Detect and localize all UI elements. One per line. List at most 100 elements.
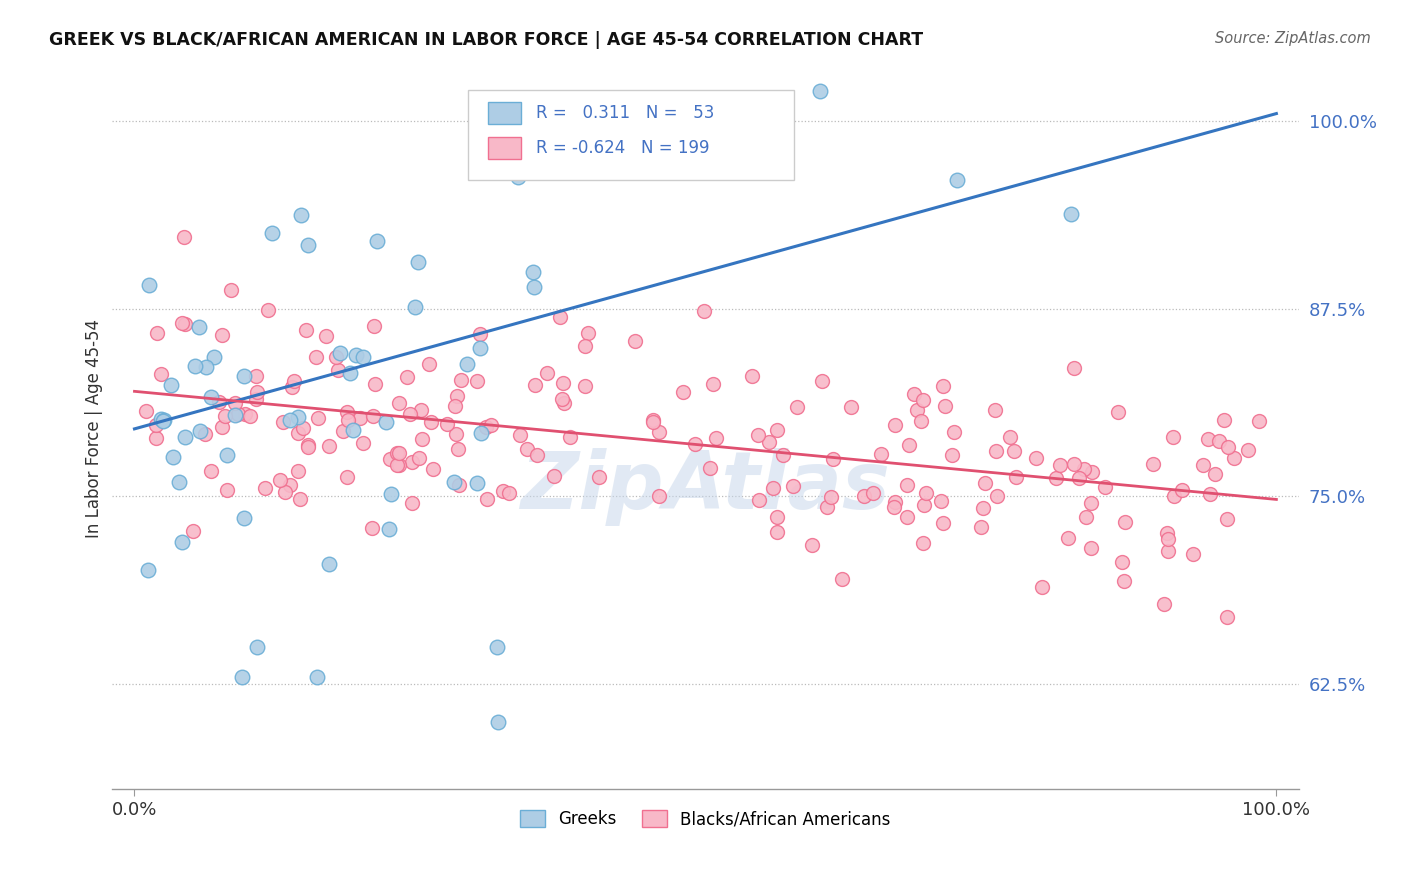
Point [401, 455, 423, 469]
Point [401, 495, 423, 509]
Y-axis label: In Labor Force | Age 45-54: In Labor Force | Age 45-54 [86, 319, 103, 539]
Point [702, 376, 724, 391]
Point [315, 328, 337, 343]
Point [444, 427, 467, 442]
Point [146, 326, 169, 340]
Point [1204, 467, 1226, 481]
Point [344, 348, 367, 362]
Point [910, 414, 932, 428]
Point [808, 84, 831, 98]
Point [202, 350, 225, 364]
Point [941, 448, 963, 462]
Point [352, 436, 374, 450]
Point [772, 448, 794, 462]
Point [526, 448, 548, 462]
Point [404, 300, 426, 314]
Point [1197, 432, 1219, 446]
Point [1247, 413, 1270, 427]
Point [208, 394, 231, 409]
Point [470, 425, 492, 440]
Point [1161, 430, 1184, 444]
Point [1025, 451, 1047, 466]
Point [883, 418, 905, 433]
Point [934, 399, 956, 413]
Point [342, 423, 364, 437]
Point [297, 438, 319, 452]
Point [465, 476, 488, 491]
Point [929, 494, 952, 508]
Point [287, 410, 309, 425]
Point [194, 427, 217, 442]
Point [553, 396, 575, 410]
Point [233, 368, 256, 383]
Point [173, 429, 195, 443]
Point [1237, 443, 1260, 458]
Point [269, 473, 291, 487]
Point [883, 500, 905, 515]
Point [399, 407, 422, 421]
Point [290, 492, 312, 507]
Point [1063, 361, 1085, 376]
Point [336, 405, 359, 419]
Point [1063, 457, 1085, 471]
Point [162, 450, 184, 464]
Point [766, 424, 789, 438]
Point [693, 304, 716, 318]
Point [336, 413, 359, 427]
Point [396, 370, 419, 384]
Point [912, 498, 935, 512]
Point [862, 486, 884, 500]
Point [352, 351, 374, 365]
Point [246, 640, 269, 654]
Point [388, 458, 411, 472]
Point [326, 363, 349, 377]
Point [672, 384, 695, 399]
Point [931, 379, 953, 393]
Point [1216, 610, 1239, 624]
Point [811, 374, 834, 388]
Point [465, 374, 488, 388]
FancyBboxPatch shape [468, 90, 794, 180]
Point [576, 326, 599, 341]
Point [1094, 481, 1116, 495]
Point [138, 278, 160, 293]
Point [290, 208, 312, 222]
Point [1114, 516, 1136, 530]
Point [153, 413, 176, 427]
Point [1157, 532, 1180, 546]
Point [470, 341, 492, 355]
Point [741, 369, 763, 384]
Point [498, 485, 520, 500]
Text: Source: ZipAtlas.com: Source: ZipAtlas.com [1215, 31, 1371, 46]
Point [181, 524, 204, 539]
Point [624, 334, 647, 348]
Point [226, 407, 249, 421]
Point [173, 230, 195, 244]
Point [363, 318, 385, 333]
Point [683, 436, 706, 450]
Point [211, 327, 233, 342]
Point [699, 461, 721, 475]
Point [1111, 555, 1133, 569]
Point [468, 327, 491, 342]
Point [551, 392, 574, 406]
Point [914, 485, 936, 500]
Point [852, 489, 875, 503]
Point [647, 425, 669, 439]
Point [138, 563, 160, 577]
Text: GREEK VS BLACK/AFRICAN AMERICAN IN LABOR FORCE | AGE 45-54 CORRELATION CHART: GREEK VS BLACK/AFRICAN AMERICAN IN LABOR… [49, 31, 924, 49]
Point [1005, 470, 1028, 484]
Point [786, 400, 808, 414]
Point [536, 366, 558, 380]
Point [325, 350, 347, 364]
Point [195, 360, 218, 375]
Point [648, 489, 671, 503]
Point [1074, 510, 1097, 524]
Point [254, 481, 277, 495]
Point [135, 404, 157, 418]
Point [233, 511, 256, 525]
Point [983, 402, 1005, 417]
Point [762, 481, 785, 495]
Point [765, 524, 787, 539]
Point [332, 424, 354, 438]
